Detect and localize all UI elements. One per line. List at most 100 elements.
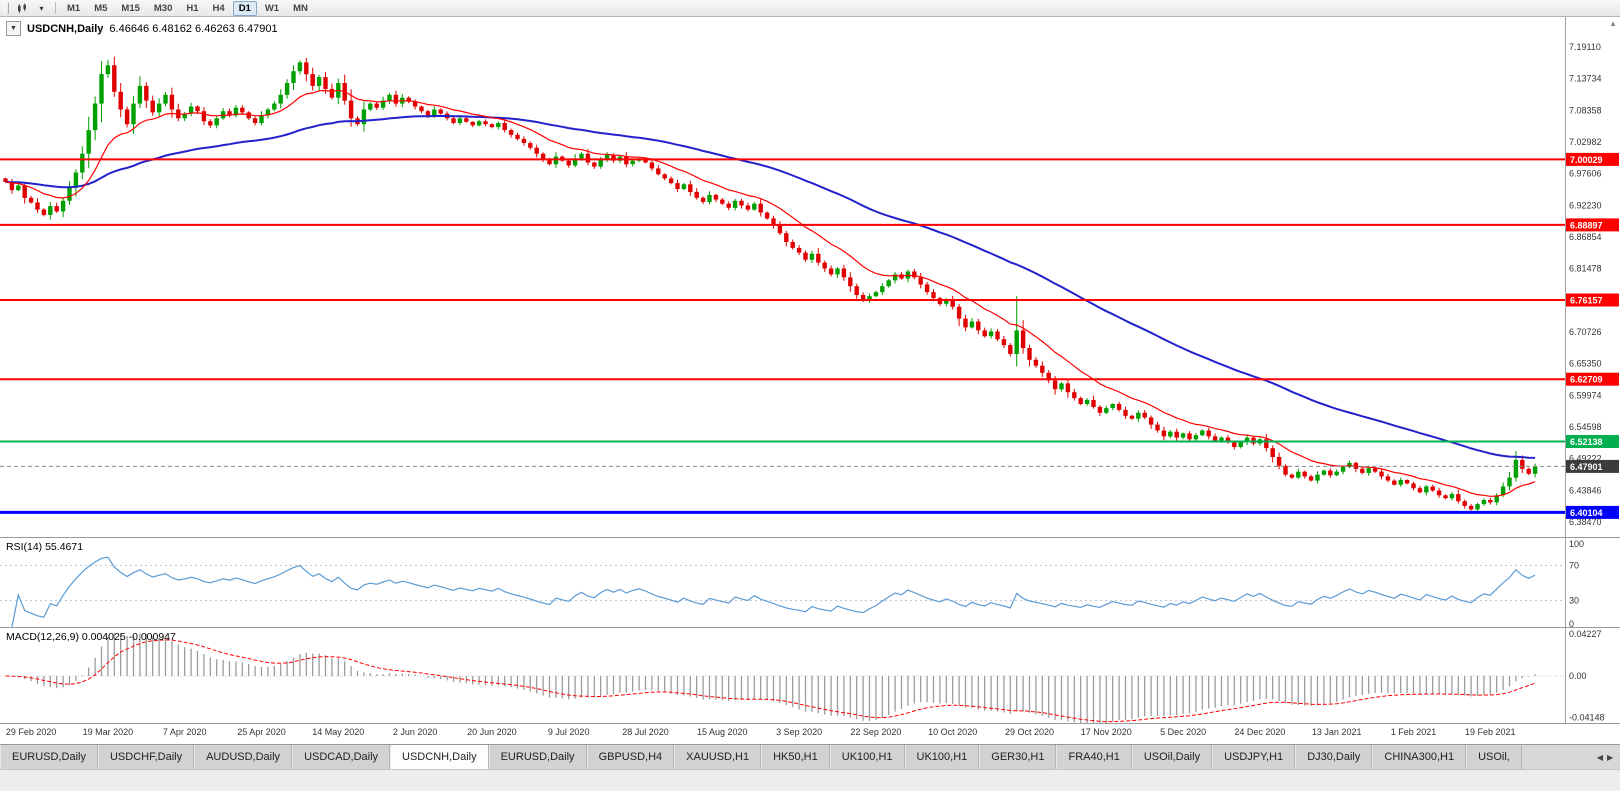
candle-body xyxy=(419,106,424,112)
main-chart[interactable]: 7.19110 7.13734 7.08358 7.02982 6.97606 6.922… xyxy=(0,17,1620,538)
candle-body xyxy=(1315,474,1320,481)
price-tick-label: 6.92230 xyxy=(1569,200,1602,210)
candle-body xyxy=(1027,348,1032,360)
date-label: 9 Jul 2020 xyxy=(547,727,590,737)
date-label: 29 Feb 2020 xyxy=(5,727,57,737)
timeframe-button-w1[interactable]: W1 xyxy=(264,2,280,14)
candle-body xyxy=(412,101,418,107)
candle-body xyxy=(1289,474,1295,478)
candle-body xyxy=(1283,465,1288,475)
candle-body xyxy=(918,277,923,285)
candle-body xyxy=(1232,442,1237,447)
candle-body xyxy=(73,172,79,188)
chart-tab-audusd-daily[interactable]: AUDUSD,Daily xyxy=(194,745,293,769)
timeframe-button-m1[interactable]: M1 xyxy=(67,2,81,14)
candle-body xyxy=(1366,468,1371,473)
candle-body xyxy=(131,103,136,125)
chart-tabs: EURUSD,Daily USDCHF,Daily AUDUSD,Daily USDC… xyxy=(0,744,1620,769)
chart-tab-gbpusd-h4[interactable]: GBPUSD,H4 xyxy=(586,745,675,769)
candle-body xyxy=(1148,417,1154,425)
candle-body xyxy=(771,218,776,226)
chart-tab-eurusd-daily[interactable]: EURUSD,Daily xyxy=(488,745,587,769)
date-label: 15 Aug 2020 xyxy=(697,727,748,737)
candle-body xyxy=(28,197,34,203)
tab-scroll-right-icon[interactable]: ▶ xyxy=(1607,752,1614,762)
chart-dropdown-icon[interactable]: ▾ xyxy=(39,3,44,13)
candle-body xyxy=(758,203,763,213)
chart-tab-usoil-daily[interactable]: USOil,Daily xyxy=(1131,745,1213,769)
candle-body xyxy=(630,160,635,165)
scroll-up-icon[interactable]: ▲ xyxy=(1609,19,1617,28)
chart-tab-usoil[interactable]: USOil, xyxy=(1466,745,1522,769)
macd-panel[interactable]: 0.04227 0.00 -0.04148 xyxy=(0,628,1620,724)
chart-tab-dj30-daily[interactable]: DJ30,Daily xyxy=(1295,745,1373,769)
chart-tab-fra40-h1[interactable]: FRA40,H1 xyxy=(1056,745,1132,769)
price-tick-label: 6.49222 xyxy=(1569,454,1602,464)
candle-body xyxy=(1347,462,1352,467)
tab-scroll-left-icon[interactable]: ◀ xyxy=(1596,752,1603,762)
candle-body xyxy=(694,191,699,198)
candle-body xyxy=(1276,457,1282,466)
rsi-tick-label: 0 xyxy=(1569,619,1574,628)
date-label: 7 Apr 2020 xyxy=(162,727,207,737)
price-tick-label: 7.02982 xyxy=(1569,137,1602,147)
timeframe-button-m15[interactable]: M15 xyxy=(121,2,140,14)
candle-body xyxy=(950,299,955,307)
chart-title-overlay: ▼ USDCNH,Daily 6.46646 6.48162 6.46263 6… xyxy=(6,21,278,36)
price-scale[interactable] xyxy=(1566,17,1620,538)
date-label: 3 Sep 2020 xyxy=(776,727,823,737)
candle-body xyxy=(572,158,578,166)
candle-body xyxy=(803,252,808,260)
rsi-tick-label: 100 xyxy=(1569,539,1584,549)
candle-body xyxy=(329,88,335,98)
candle-body xyxy=(1417,488,1423,493)
one-click-trading-toggle[interactable]: ▼ xyxy=(6,21,21,36)
timeframe-button-mn[interactable]: MN xyxy=(293,2,308,14)
candle-body xyxy=(1104,408,1109,413)
timeframe-button-m30[interactable]: M30 xyxy=(153,2,173,14)
candle-body xyxy=(470,121,475,126)
candle-body xyxy=(425,111,431,116)
timeframe-button-h1[interactable]: H1 xyxy=(186,2,199,14)
candle-body xyxy=(393,94,399,104)
timeframe-button-d1[interactable]: D1 xyxy=(232,0,257,16)
toolbar-drag-handle[interactable] xyxy=(4,2,9,14)
chart-tab-uk100-h1[interactable]: UK100,H1 xyxy=(829,745,905,769)
chart-mode-button[interactable] xyxy=(13,0,32,16)
candle-body xyxy=(22,185,27,198)
candle-body xyxy=(54,206,59,212)
chart-tab-xauusd-h1[interactable]: XAUUSD,H1 xyxy=(674,745,762,769)
chart-tab-usdjpy-h1[interactable]: USDJPY,H1 xyxy=(1212,745,1296,769)
chart-tab-eurusd-daily[interactable]: EURUSD,Daily xyxy=(0,745,98,769)
candle-body xyxy=(41,209,47,215)
svg-text:6.52138: 6.52138 xyxy=(1570,437,1603,447)
candle-body xyxy=(873,292,879,297)
chart-tab-hk50-h1[interactable]: HK50,H1 xyxy=(761,745,830,769)
chart-tab-uk100-h1[interactable]: UK100,H1 xyxy=(904,745,980,769)
candle-body xyxy=(9,181,15,191)
candle-body xyxy=(1270,448,1275,457)
timeframe-button-h4[interactable]: H4 xyxy=(212,2,225,14)
chart-tab-usdchf-daily[interactable]: USDCHF,Daily xyxy=(97,745,195,769)
candle-body xyxy=(86,130,91,154)
candle-body xyxy=(1244,437,1250,443)
timeframe-button-m5[interactable]: M5 xyxy=(94,2,108,14)
chart-tab-ger30-h1[interactable]: GER30,H1 xyxy=(979,745,1057,769)
candle-body xyxy=(662,174,667,179)
candle-body xyxy=(809,253,815,260)
candle-body xyxy=(1225,437,1231,443)
candle-body xyxy=(1340,467,1346,472)
time-axis[interactable]: 29 Feb 2020 19 Mar 2020 7 Apr 2020 25 Apr 2… xyxy=(0,724,1620,744)
chart-tab-usdcnh-daily[interactable]: USDCNH,Daily xyxy=(390,745,489,769)
rsi-panel[interactable]: 100 70 30 0 xyxy=(0,538,1620,628)
macd-indicator-label: MACD(12,26,9) 0.004025 -0.000947 xyxy=(6,631,176,643)
candle-body xyxy=(240,107,245,113)
chart-tab-china300-h1[interactable]: CHINA300,H1 xyxy=(1372,745,1467,769)
date-label: 14 May 2020 xyxy=(312,727,365,737)
level-price-badge: 7.00029 xyxy=(1566,152,1619,166)
candle-body xyxy=(1040,365,1045,373)
price-tick-label: 6.97606 xyxy=(1569,169,1602,179)
chart-tab-usdcad-daily[interactable]: USDCAD,Daily xyxy=(292,745,391,769)
candle-body xyxy=(924,284,930,293)
